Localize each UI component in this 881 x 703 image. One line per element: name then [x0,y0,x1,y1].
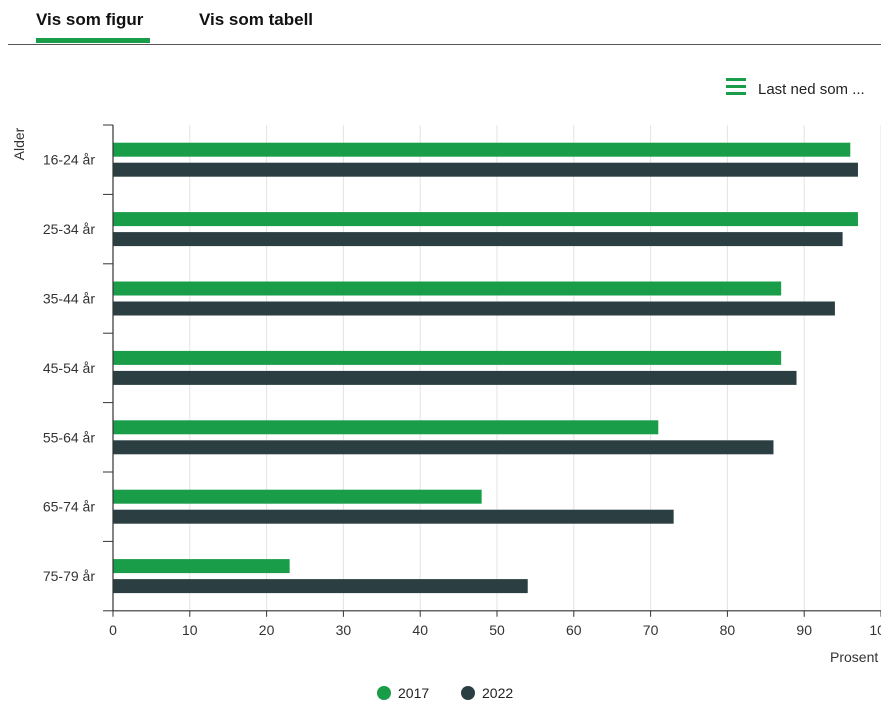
active-tab-indicator [36,38,150,43]
legend-dot-2022 [461,686,475,700]
bar-2022-1 [113,162,858,177]
y-tick-label: 65-74 år [43,499,95,515]
bar-2017-1 [113,142,851,157]
bar-2022-2 [113,232,843,247]
legend-dot-2017 [377,686,391,700]
y-tick-label: 45-54 år [43,360,95,376]
bar-2022-5 [113,440,774,455]
y-tick-label: 55-64 år [43,429,95,445]
bar-2017-6 [113,489,482,504]
y-tick-label: 16-24 år [43,152,95,168]
bar-2022-7 [113,579,528,594]
bar-2017-3 [113,281,782,296]
x-tick-label: 50 [489,622,505,638]
y-axis-title: Alder [11,127,27,160]
hamburger-menu-icon [726,78,746,96]
view-tabs: Vis som figur Vis som tabell [0,0,881,46]
x-tick-label: 40 [412,622,428,638]
bar-2017-5 [113,420,659,435]
bar-2022-3 [113,301,835,316]
chart-axes [103,124,881,617]
x-tick-label: 90 [796,622,812,638]
x-tick-label: 10 [182,622,198,638]
y-tick-label: 25-34 år [43,221,95,237]
bar-2022-6 [113,509,674,524]
legend-label-2017: 2017 [398,685,430,701]
x-tick-label: 20 [259,622,275,638]
bar-chart: 0 10 20 30 40 50 60 70 80 90 100 16-24 år 25-34 år 35… [11,124,881,665]
y-tick-label: 35-44 år [43,291,95,307]
x-tick-label: 0 [109,622,117,638]
bar-2017-7 [113,559,290,574]
chart-bars [113,142,858,594]
x-tick-label: 80 [720,622,736,638]
y-tick-label: 75-79 år [43,568,95,584]
bar-2017-4 [113,350,782,365]
bar-2022-4 [113,370,797,385]
chart-gridlines [189,125,881,611]
x-tick-label: 100 [869,622,881,638]
tab-vis-som-tabell[interactable]: Vis som tabell [199,10,314,29]
tab-vis-som-figur[interactable]: Vis som figur [36,10,144,29]
download-label: Last ned som ... [758,81,865,98]
x-tick-label: 70 [643,622,659,638]
x-tick-label: 60 [566,622,582,638]
legend-label-2022: 2022 [482,685,514,701]
chart-labels: 0 10 20 30 40 50 60 70 80 90 100 16-24 år 25-34 år 35… [43,152,881,638]
x-axis-title: Prosent [830,649,878,665]
tabs-divider [8,44,881,45]
bar-2017-2 [113,212,858,227]
x-tick-label: 30 [336,622,352,638]
